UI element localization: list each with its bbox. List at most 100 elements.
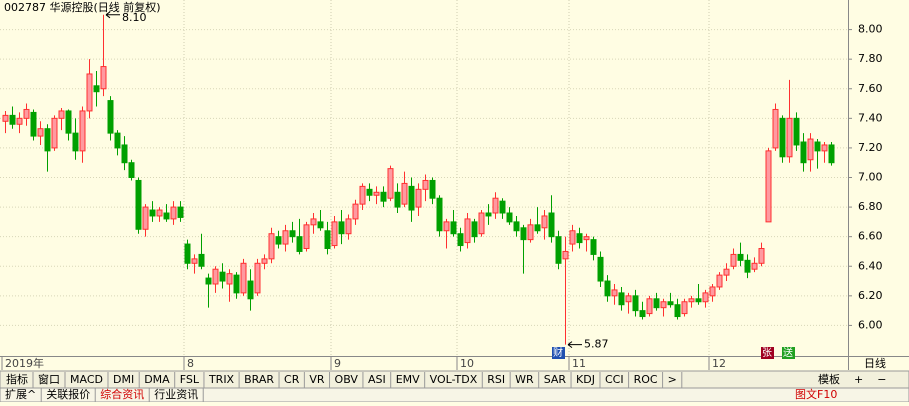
candle-body bbox=[653, 298, 660, 309]
event-marker[interactable] bbox=[552, 347, 565, 359]
y-tick-label: 6.20 bbox=[858, 289, 883, 302]
indicator-tab[interactable]: 指标 bbox=[6, 372, 28, 386]
candle-body bbox=[380, 191, 387, 202]
candle-body bbox=[324, 230, 331, 249]
candle-body bbox=[513, 221, 520, 232]
indicator-tab[interactable]: EMV bbox=[396, 373, 420, 386]
candle-body bbox=[527, 224, 534, 241]
info-tab[interactable]: 关联报价 bbox=[46, 387, 90, 401]
candle-body bbox=[135, 179, 142, 230]
event-marker-label[interactable]: 张 bbox=[762, 347, 772, 359]
candle-body bbox=[352, 203, 359, 220]
candle-body bbox=[247, 280, 254, 300]
indicator-tab[interactable]: WR bbox=[515, 373, 534, 386]
indicator-tab[interactable]: VOL-TDX bbox=[430, 373, 478, 386]
candle-body bbox=[520, 227, 527, 241]
candle-body bbox=[310, 218, 317, 226]
candle-body bbox=[177, 206, 184, 218]
event-marker-label[interactable]: 送 bbox=[783, 346, 793, 359]
candle-body bbox=[121, 144, 128, 164]
toolbar-button[interactable]: 模板 bbox=[818, 372, 840, 386]
indicator-tab[interactable]: SAR bbox=[544, 373, 567, 386]
toolbar-button[interactable]: − bbox=[877, 373, 886, 386]
indicator-tab[interactable]: TRIX bbox=[208, 373, 235, 386]
candle-body bbox=[709, 286, 716, 297]
candle-body bbox=[415, 188, 422, 208]
candle-body bbox=[534, 224, 541, 232]
candle-body bbox=[779, 117, 786, 158]
indicator-tab[interactable]: KDJ bbox=[576, 373, 595, 386]
candle-body bbox=[478, 212, 485, 235]
candle-body bbox=[289, 230, 296, 238]
candle-body bbox=[359, 185, 366, 205]
indicator-tab[interactable]: DMA bbox=[144, 373, 170, 386]
candle-body bbox=[366, 188, 373, 196]
info-tab[interactable]: 综合资讯 bbox=[100, 387, 144, 401]
candle-body bbox=[2, 114, 9, 122]
indicator-tab[interactable]: MACD bbox=[70, 373, 103, 386]
indicator-tab[interactable]: DMI bbox=[113, 373, 134, 386]
indicator-tab[interactable]: ASI bbox=[368, 373, 386, 386]
candle-body bbox=[492, 197, 499, 214]
y-tick-label: 8.00 bbox=[858, 23, 883, 36]
candle-body bbox=[93, 85, 100, 93]
annotation-arrow bbox=[567, 341, 582, 349]
candle-body bbox=[786, 117, 793, 158]
y-tick-label: 6.60 bbox=[858, 230, 883, 243]
toolbar-button[interactable]: + bbox=[854, 373, 863, 386]
candle-body bbox=[303, 224, 310, 249]
info-tab[interactable]: 扩展^ bbox=[5, 387, 36, 401]
candle-body bbox=[499, 200, 506, 214]
candle-body bbox=[51, 117, 58, 149]
x-tick-label: 12 bbox=[712, 357, 726, 370]
indicator-tab[interactable]: RSI bbox=[487, 373, 505, 386]
indicator-tab[interactable]: > bbox=[668, 373, 677, 386]
candle-body bbox=[100, 66, 107, 90]
candle-body bbox=[331, 221, 338, 247]
indicator-tab[interactable]: BRAR bbox=[244, 373, 274, 386]
candle-body bbox=[611, 289, 618, 297]
candle-body bbox=[191, 258, 198, 264]
event-marker-label[interactable]: 财 bbox=[553, 346, 563, 359]
candle-body bbox=[373, 191, 380, 196]
indicator-tab[interactable]: VR bbox=[309, 373, 325, 386]
candle-body bbox=[86, 73, 93, 112]
indicator-tab[interactable]: 窗口 bbox=[38, 372, 60, 386]
candle-body bbox=[625, 295, 632, 303]
candle-body bbox=[751, 262, 758, 270]
candle-body bbox=[793, 117, 800, 146]
candle-body bbox=[65, 110, 72, 134]
x-tick-label: 2019年 bbox=[5, 356, 44, 370]
candle-body bbox=[597, 256, 604, 282]
indicator-tab[interactable]: OBV bbox=[335, 373, 359, 386]
candle-body bbox=[198, 253, 205, 267]
indicator-tab[interactable]: FSL bbox=[180, 373, 200, 386]
x-tick-label: 9 bbox=[334, 357, 341, 370]
candle-body bbox=[765, 150, 772, 223]
y-tick-label: 7.40 bbox=[858, 111, 883, 124]
candle-body bbox=[471, 221, 478, 238]
info-tab[interactable]: 行业资讯 bbox=[154, 388, 198, 401]
x-tick-label: 11 bbox=[572, 357, 586, 370]
indicator-tab[interactable]: ROC bbox=[634, 373, 658, 386]
y-tick-label: 7.20 bbox=[858, 141, 883, 154]
event-marker[interactable] bbox=[761, 347, 774, 359]
candle-body bbox=[450, 221, 457, 235]
f10-link[interactable]: 图文F10 bbox=[795, 387, 837, 401]
candle-body bbox=[387, 168, 394, 199]
candle-body bbox=[807, 138, 814, 161]
candle-body bbox=[422, 179, 429, 190]
max-label: 8.10 bbox=[122, 11, 147, 24]
indicator-tab[interactable]: CCI bbox=[605, 373, 624, 386]
chart-title: 002787 华源控股(日线 前复权) bbox=[4, 0, 161, 14]
candle-body bbox=[345, 218, 352, 235]
event-marker[interactable] bbox=[782, 347, 795, 359]
indicator-tab[interactable]: CR bbox=[284, 373, 300, 386]
candle-body bbox=[268, 233, 275, 260]
candle-body bbox=[443, 221, 450, 232]
candle-body bbox=[436, 197, 443, 232]
candle-body bbox=[275, 236, 282, 245]
candle-body bbox=[128, 162, 135, 178]
candle-body bbox=[569, 230, 576, 245]
candle-body bbox=[590, 239, 597, 255]
